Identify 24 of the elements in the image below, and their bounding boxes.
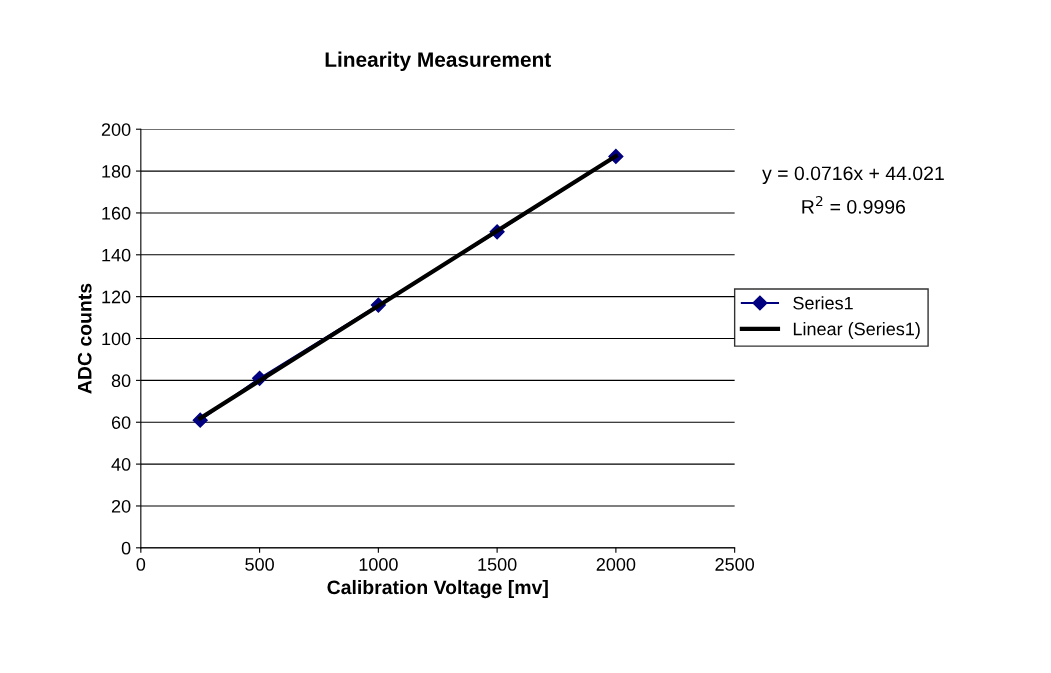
y-tick-label: 200 bbox=[101, 123, 131, 136]
y-tick-label: 80 bbox=[111, 374, 131, 388]
y-tick-label: 180 bbox=[102, 165, 131, 178]
chart-title: Linearity Measurement bbox=[325, 51, 551, 72]
x-tick-label: 2000 bbox=[596, 558, 636, 571]
y-tick-label: 0 bbox=[121, 541, 131, 555]
y-tick-label: 20 bbox=[111, 499, 131, 513]
text: y = 0.0716x + 44.021 bbox=[762, 166, 944, 185]
y-tick-label: 100 bbox=[102, 332, 131, 346]
y-tick-label: 40 bbox=[111, 458, 131, 471]
y-tick-label: 60 bbox=[111, 416, 131, 429]
y-tick-label: 160 bbox=[102, 206, 131, 220]
x-tick-label: 1000 bbox=[359, 558, 398, 571]
legend-label: Series1 bbox=[793, 296, 853, 310]
x-tick-label: 500 bbox=[245, 558, 274, 571]
x-axis-title: Calibration Voltage [mv] bbox=[327, 579, 548, 599]
y-tick-label: 120 bbox=[102, 290, 131, 304]
y-tick-label: 140 bbox=[102, 248, 131, 262]
y-axis-title: ADC counts bbox=[77, 283, 92, 394]
x-tick-label: 2500 bbox=[715, 558, 755, 571]
x-tick-label: 1500 bbox=[478, 558, 517, 571]
legend-label: Linear (Series1) bbox=[793, 322, 920, 339]
x-tick-label: 0 bbox=[136, 558, 146, 571]
text: R$^{2}$ = 0.9996 bbox=[802, 195, 906, 214]
